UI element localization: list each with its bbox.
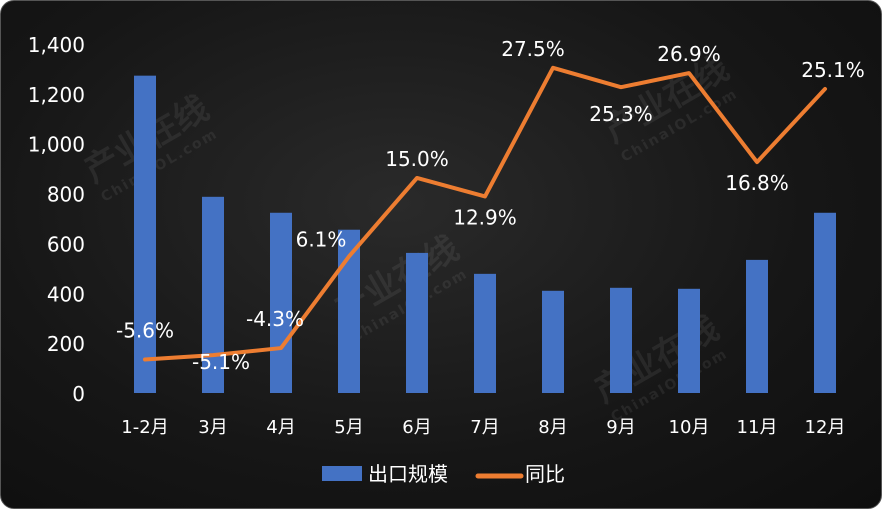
line-data-label: 12.9% [453, 205, 517, 229]
y-tick-label: 0 [72, 382, 85, 406]
line-data-label: 26.9% [657, 42, 721, 66]
legend-bar-swatch [322, 466, 362, 481]
x-tick-label: 11月 [737, 417, 778, 438]
x-tick-label: 7月 [470, 417, 499, 438]
y-tick-label: 600 [47, 232, 85, 256]
line-series [143, 65, 827, 362]
line-data-label: 15.0% [385, 147, 449, 171]
y-tick-label: 200 [47, 332, 85, 356]
x-tick-label: 4月 [266, 417, 295, 438]
bar [814, 212, 836, 393]
bar [542, 290, 564, 393]
bar [338, 229, 360, 393]
x-tick-label: 9月 [606, 417, 635, 438]
y-tick-label: 800 [47, 183, 85, 207]
line-data-label: -5.6% [116, 319, 174, 343]
x-tick-label: 12月 [805, 417, 846, 438]
bar [134, 75, 156, 393]
y-tick-label: 1,400 [28, 33, 85, 57]
y-tick-label: 1,200 [28, 83, 85, 107]
y-tick-label: 1,000 [28, 133, 85, 157]
x-tick-label: 5月 [334, 417, 363, 438]
line-data-label: 27.5% [501, 37, 565, 61]
y-tick-label: 400 [47, 282, 85, 306]
line-data-label: 25.1% [801, 58, 865, 82]
bar [678, 288, 700, 393]
x-tick-label: 1-2月 [121, 417, 168, 438]
bar [746, 259, 768, 393]
bar [406, 252, 428, 393]
line-data-label: 6.1% [296, 227, 347, 251]
line-data-label: -4.3% [246, 307, 304, 331]
bar [202, 196, 224, 393]
legend-label: 同比 [525, 462, 565, 486]
legend-label: 出口规模 [368, 462, 448, 486]
line-data-label: 16.8% [725, 171, 789, 195]
x-tick-label: 10月 [669, 417, 710, 438]
x-tick-label: 6月 [402, 417, 431, 438]
bar [474, 273, 496, 393]
bar [270, 212, 292, 393]
bar [610, 287, 632, 393]
line-data-label: -5.1% [192, 350, 250, 374]
x-tick-label: 3月 [198, 417, 227, 438]
line-data-label: 25.3% [589, 102, 653, 126]
x-tick-label: 8月 [538, 417, 567, 438]
